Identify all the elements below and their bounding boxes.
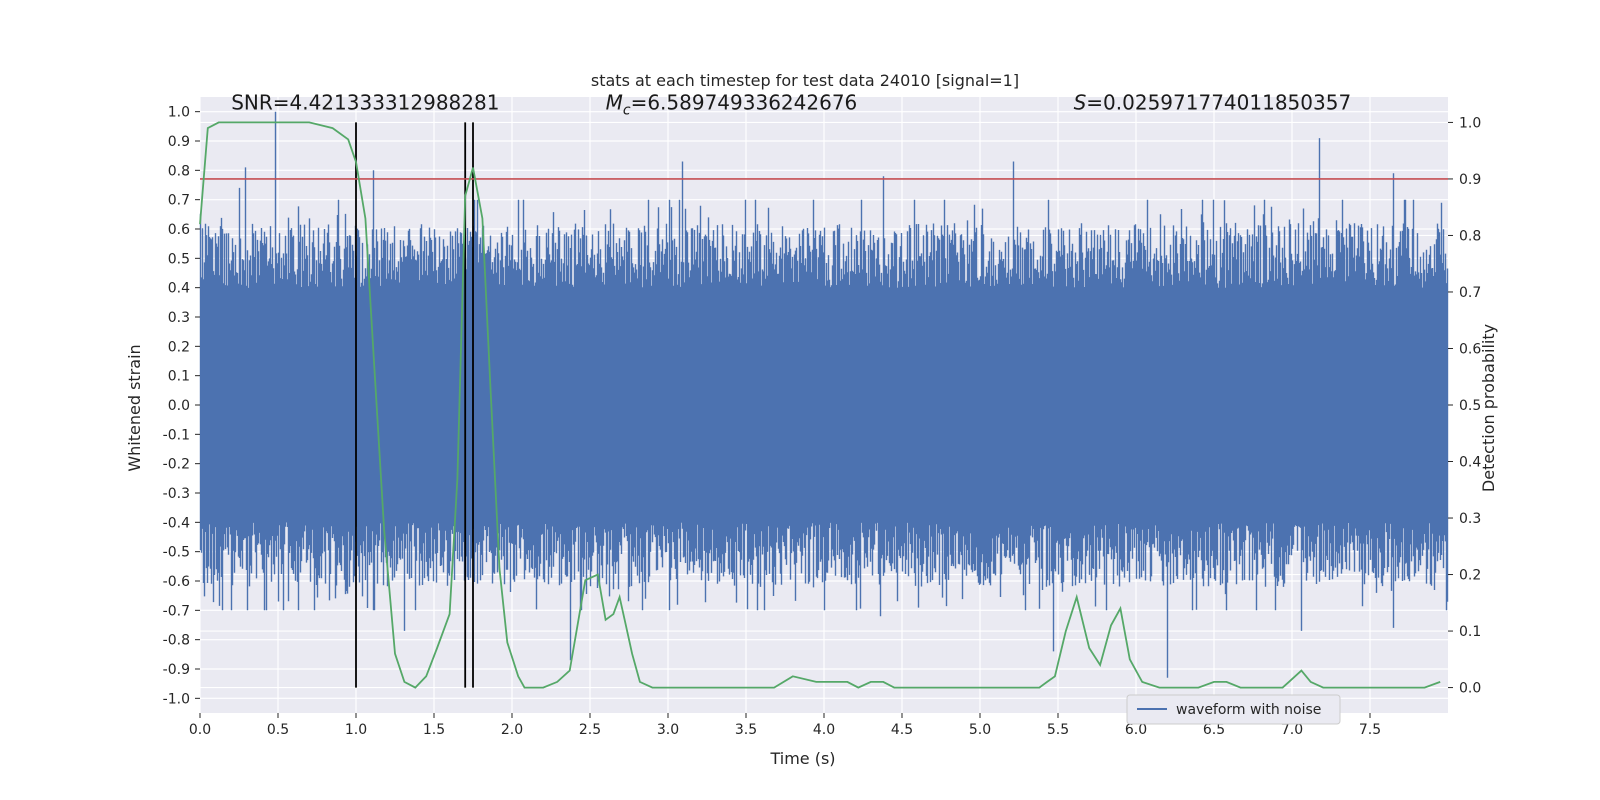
y-tick-label: -0.4: [163, 515, 190, 531]
x-tick-label: 4.0: [813, 722, 835, 738]
y-right-tick-label: 0.0: [1459, 681, 1481, 697]
x-tick-label: 0.0: [189, 722, 211, 738]
x-tick-label: 1.5: [423, 722, 445, 738]
y-tick-label: -0.7: [163, 603, 190, 619]
y-tick-label: 1.0: [168, 105, 190, 121]
annotation-0: SNR=4.421333312988281: [231, 91, 499, 115]
y-right-tick-label: 0.5: [1459, 398, 1481, 414]
y-axis-left-ticks: -1.0 -0.9 -0.8 -0.7 -0.6 -0.5 -0.4 -0.3 -0.2 -0.1…: [163, 105, 200, 707]
x-tick-label: 7.0: [1281, 722, 1303, 738]
legend-box: [1126, 694, 1341, 725]
x-tick-label: 6.5: [1203, 722, 1225, 738]
y-tick-label: -0.5: [163, 545, 190, 561]
y-tick-label: 0.7: [168, 193, 190, 209]
legend: waveform with noise: [1126, 694, 1341, 725]
y-right-tick-label: 0.3: [1459, 511, 1481, 527]
x-tick-label: 1.0: [345, 722, 367, 738]
y-tick-label: 0.6: [168, 222, 190, 238]
y-right-tick-label: 0.4: [1459, 455, 1481, 471]
x-tick-label: 7.5: [1359, 722, 1381, 738]
y-axis-right-ticks: 0.0 0.1 0.2 0.3 0.4 0.5 0.6 0.7 0.8 0.9 1.0: [1448, 115, 1481, 697]
x-tick-label: 4.5: [891, 722, 913, 738]
x-tick-label: 2.5: [579, 722, 601, 738]
annotation-1: Mc=6.589749336242676: [606, 91, 858, 119]
x-tick-label: 2.0: [501, 722, 523, 738]
x-tick-label: 6.0: [1125, 722, 1147, 738]
x-tick-label: 5.0: [969, 722, 991, 738]
y-axis-left-label: Whitened strain: [125, 344, 144, 471]
y-right-tick-label: 0.9: [1459, 172, 1481, 188]
y-right-tick-label: 1.0: [1459, 115, 1481, 131]
stat-annotations: SNR=4.421333312988281 Mc=6.58974933624267…: [231, 91, 1351, 119]
x-tick-label: 3.0: [657, 722, 679, 738]
detection-probability-line: [199, 121, 1441, 689]
y-tick-label: 0.0: [168, 398, 190, 414]
y-right-tick-label: 0.2: [1459, 568, 1481, 584]
y-right-tick-label: 0.1: [1459, 624, 1481, 640]
y-right-tick-label: 0.7: [1459, 285, 1481, 301]
y-tick-label: 0.1: [168, 369, 190, 385]
y-tick-label: 0.9: [168, 134, 190, 150]
x-tick-label: 3.5: [735, 722, 757, 738]
y-tick-label: -0.2: [163, 457, 190, 473]
y-tick-label: -0.6: [163, 574, 190, 590]
chart-title: stats at each timestep for test data 240…: [591, 71, 1019, 90]
x-tick-label: 5.5: [1047, 722, 1069, 738]
legend-label-waveform: waveform with noise: [1176, 702, 1321, 718]
x-tick-label: 0.5: [267, 722, 289, 738]
y-tick-label: 0.3: [168, 310, 190, 326]
waveform-trace: [199, 111, 1449, 678]
x-axis-ticks: 0.0 0.5 1.0 1.5 2.0 2.5 3.0 3.5 4.0 4.5 5.0 5.5 6.0 6…: [189, 713, 1381, 738]
y-tick-label: 0.2: [168, 339, 190, 355]
y-tick-label: -0.9: [163, 662, 190, 678]
y-tick-label: 0.4: [168, 281, 190, 297]
y-tick-label: 0.8: [168, 163, 190, 179]
y-tick-label: 0.5: [168, 251, 190, 267]
annotation-2: S=0.025971774011850357: [1074, 91, 1352, 115]
waveform-series: [199, 111, 1449, 678]
y-tick-label: -1.0: [163, 691, 190, 707]
y-axis-right-label: Detection probability: [1479, 324, 1498, 492]
y-tick-label: -0.8: [163, 633, 190, 649]
y-right-tick-label: 0.6: [1459, 341, 1481, 357]
y-tick-label: -0.3: [163, 486, 190, 502]
y-tick-label: -0.1: [163, 427, 190, 443]
y-right-tick-label: 0.8: [1459, 228, 1481, 244]
x-axis-label: Time (s): [769, 749, 835, 768]
